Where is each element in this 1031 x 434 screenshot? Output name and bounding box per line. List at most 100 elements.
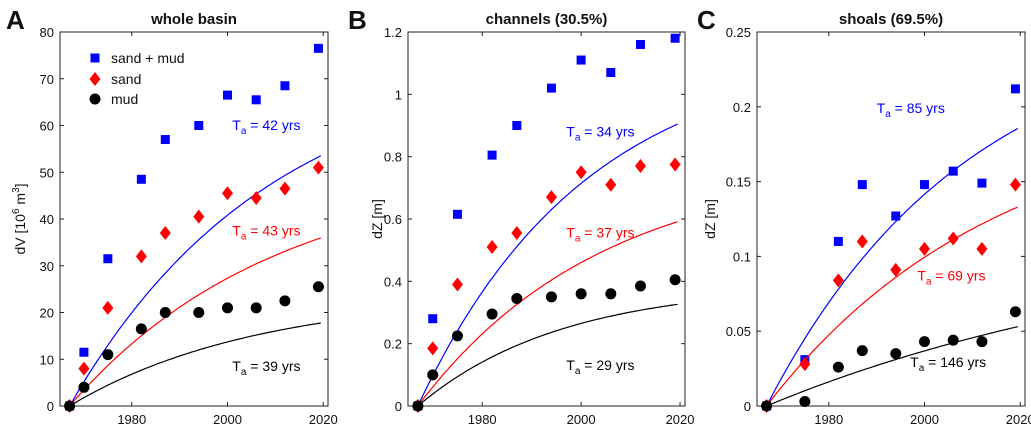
y-axis-label: dV [106 m3] bbox=[11, 183, 28, 254]
y-tick-label: 80 bbox=[40, 25, 54, 40]
fit-curve bbox=[766, 326, 1018, 407]
y-tick-label: 30 bbox=[40, 259, 54, 274]
data-point bbox=[575, 165, 587, 180]
data-point bbox=[511, 292, 523, 304]
data-point bbox=[576, 55, 586, 65]
data-point bbox=[919, 336, 930, 348]
x-tick-label: 2020 bbox=[666, 412, 695, 427]
axes-box bbox=[407, 31, 686, 407]
y-axis-label: dZ [m] bbox=[702, 199, 718, 239]
data-point bbox=[605, 288, 617, 300]
data-point bbox=[635, 39, 645, 49]
data-point bbox=[832, 273, 844, 288]
y-tick-label: 20 bbox=[40, 306, 54, 321]
y-tick-label: 0.2 bbox=[384, 337, 402, 352]
data-point bbox=[575, 288, 587, 300]
data-point bbox=[159, 226, 171, 241]
fit-curve bbox=[417, 221, 678, 407]
data-point bbox=[856, 345, 868, 357]
fit-curve bbox=[69, 237, 321, 407]
x-tick-label: 2000 bbox=[213, 412, 242, 427]
data-point bbox=[313, 43, 323, 53]
timescale-annotation: Ta = 43 yrs bbox=[232, 222, 300, 242]
legend-marker bbox=[90, 53, 100, 63]
data-point bbox=[193, 307, 205, 318]
timescale-annotation: Ta = 69 yrs bbox=[917, 267, 985, 287]
data-point bbox=[890, 348, 902, 360]
data-point bbox=[486, 308, 498, 320]
data-point bbox=[1010, 84, 1020, 94]
data-point bbox=[605, 177, 617, 192]
y-tick-label: 0.05 bbox=[726, 324, 751, 339]
data-point bbox=[136, 174, 146, 184]
data-point bbox=[511, 226, 523, 241]
y-tick-label: 40 bbox=[40, 212, 54, 227]
timescale-annotation: Ta = 42 yrs bbox=[232, 117, 300, 137]
y-tick-label: 0.15 bbox=[726, 175, 751, 190]
data-point bbox=[223, 90, 232, 100]
y-tick-label: 70 bbox=[40, 72, 54, 87]
data-point bbox=[312, 160, 324, 175]
fit-curve bbox=[417, 303, 678, 407]
data-point bbox=[102, 300, 114, 315]
data-point bbox=[102, 349, 114, 361]
data-point bbox=[976, 336, 988, 348]
data-point bbox=[412, 400, 424, 412]
data-point bbox=[856, 234, 868, 249]
legend-label: mud bbox=[111, 91, 138, 107]
legend: sand + mud sand mud bbox=[89, 50, 185, 107]
data-point bbox=[451, 277, 463, 292]
data-point bbox=[279, 295, 291, 307]
y-axis-label: dZ [m] bbox=[369, 199, 385, 239]
data-point bbox=[761, 400, 773, 412]
panel-letter: B bbox=[348, 5, 367, 35]
data-point bbox=[545, 190, 557, 205]
data-point bbox=[634, 280, 646, 292]
data-point bbox=[78, 381, 90, 393]
y-tick-label: 0.25 bbox=[726, 25, 751, 40]
data-point bbox=[890, 262, 902, 277]
data-point bbox=[832, 361, 844, 373]
data-point bbox=[280, 81, 290, 91]
data-point bbox=[669, 274, 681, 286]
y-tick-label: 0.2 bbox=[733, 100, 751, 115]
data-point bbox=[250, 190, 262, 205]
timescale-annotation: Ta = 85 yrs bbox=[877, 100, 945, 120]
data-point bbox=[160, 135, 170, 145]
y-tick-label: 60 bbox=[40, 119, 54, 134]
data-point bbox=[947, 334, 959, 346]
data-point bbox=[891, 211, 901, 221]
y-tick-label: 0 bbox=[47, 399, 54, 414]
x-tick-label: 2000 bbox=[910, 412, 939, 427]
axes-box bbox=[756, 31, 1026, 407]
data-point bbox=[452, 209, 462, 219]
y-tick-label: 50 bbox=[40, 165, 54, 180]
data-point bbox=[135, 249, 147, 264]
data-point bbox=[977, 178, 987, 188]
data-point bbox=[64, 400, 76, 412]
data-point bbox=[1009, 306, 1021, 318]
data-point bbox=[919, 241, 930, 256]
x-tick-label: 1980 bbox=[814, 412, 843, 427]
data-point bbox=[159, 307, 171, 318]
y-tick-label: 0.1 bbox=[733, 249, 751, 264]
data-point bbox=[947, 231, 959, 246]
data-point bbox=[251, 95, 261, 105]
y-tick-label: 0 bbox=[744, 399, 751, 414]
data-point bbox=[194, 121, 204, 130]
data-point bbox=[135, 323, 147, 335]
panel-title: shoals (69.5%) bbox=[839, 11, 943, 28]
legend-label: sand + mud bbox=[111, 50, 185, 66]
data-point bbox=[833, 236, 843, 246]
x-tick-label: 2020 bbox=[309, 412, 338, 427]
legend-marker bbox=[89, 93, 101, 105]
data-point bbox=[976, 241, 988, 256]
fit-curve bbox=[69, 322, 321, 407]
timescale-annotation: Ta = 34 yrs bbox=[566, 123, 634, 143]
x-tick-label: 2000 bbox=[567, 412, 596, 427]
data-point bbox=[799, 396, 811, 408]
data-point bbox=[451, 330, 463, 342]
x-tick-label: 2020 bbox=[1006, 412, 1031, 427]
